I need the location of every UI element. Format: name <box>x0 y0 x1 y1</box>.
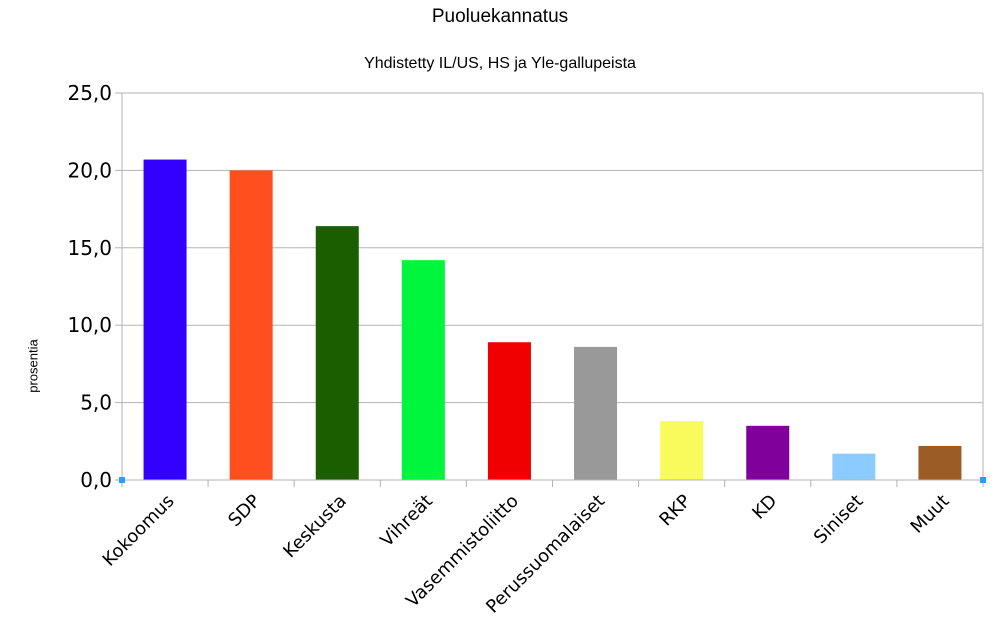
bar <box>229 170 273 480</box>
x-tick-label: SDP <box>224 491 265 532</box>
chart-subtitle: Yhdistetty IL/US, HS ja Yle-gallupeista <box>364 55 636 72</box>
y-tick-label: 25,0 <box>67 81 112 105</box>
y-tick-label: 10,0 <box>67 313 112 337</box>
y-tick-label: 15,0 <box>67 236 112 260</box>
x-tick-label: KD <box>748 491 781 524</box>
y-tick-label: 0,0 <box>80 468 112 492</box>
selection-handle <box>980 477 986 483</box>
y-tick-label: 5,0 <box>80 391 112 415</box>
bar <box>143 159 187 480</box>
x-tick-label: Siniset <box>810 491 868 549</box>
bar <box>918 445 962 480</box>
x-tick-label: RKP <box>655 491 695 531</box>
bar <box>315 226 359 480</box>
bar <box>487 342 531 480</box>
bar <box>746 425 790 480</box>
bar <box>574 346 618 480</box>
bar <box>401 260 445 480</box>
selection-handle <box>119 477 125 483</box>
x-tick-label: Keskusta <box>279 491 350 562</box>
bar <box>660 421 704 480</box>
chart-title: Puoluekannatus <box>431 6 569 27</box>
x-tick-label: Vihreät <box>376 491 436 551</box>
y-tick-label: 20,0 <box>67 158 112 182</box>
x-tick-label: Muut <box>907 491 954 538</box>
bar <box>832 453 876 480</box>
x-tick-label: Kokoomus <box>99 491 179 571</box>
